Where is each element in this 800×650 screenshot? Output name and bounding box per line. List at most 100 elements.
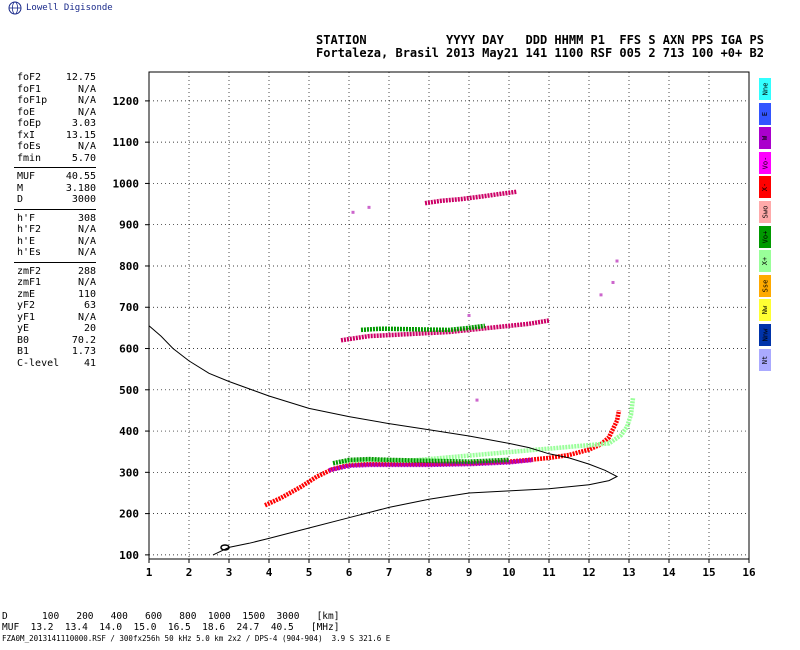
header-values: Fortaleza, Brasil 2013 May21 141 1100 RS… [316, 46, 764, 60]
y-tick-label: 1200 [113, 95, 140, 108]
polarization-legend: Nne E W Vo- X- Swo Vo+ X+ Sse Nw Nnw Nt [759, 78, 771, 373]
y-tick-label: 400 [119, 425, 139, 438]
param-label: fmin [17, 152, 42, 164]
param-value: 3.03 [71, 118, 96, 129]
param-row: h'F2 N/A [0, 224, 100, 236]
param-separator [14, 208, 96, 210]
param-label: B0 [17, 334, 30, 346]
echo-point [475, 398, 479, 402]
y-tick-label: 100 [119, 549, 139, 562]
legend-label: Vo- [761, 156, 769, 170]
echo-point [367, 205, 371, 209]
param-value: 20 [83, 323, 96, 334]
param-label: h'E [17, 235, 36, 247]
globe-logo-icon [8, 1, 22, 15]
x-tick-label: 7 [386, 566, 393, 579]
param-row: yF1 N/A [0, 312, 100, 324]
param-label: yE [17, 323, 30, 334]
param-label: C-level [17, 357, 60, 369]
param-label: yF2 [17, 300, 36, 311]
param-row: fxI 13.15 [0, 130, 100, 142]
param-row: foE N/A [0, 107, 100, 119]
param-label: zmF1 [17, 277, 42, 288]
x-tick-label: 10 [502, 566, 515, 579]
y-tick-label: 900 [119, 219, 139, 232]
echo-point [615, 259, 619, 263]
param-separator [14, 261, 96, 263]
legend-item: Nw [759, 299, 771, 322]
param-row: yF2 63 [0, 300, 100, 312]
echo-trace [360, 323, 486, 333]
echo-traces [264, 189, 636, 508]
y-tick-label: 1000 [113, 177, 140, 190]
legend-item: E [759, 102, 771, 125]
param-label: yF1 [17, 311, 36, 323]
param-label: D [17, 194, 24, 205]
x-tick-label: 12 [582, 566, 595, 579]
echo-point [611, 280, 615, 284]
y-tick-label: 200 [119, 508, 139, 521]
plot-frame [148, 71, 750, 560]
param-label: h'Es [17, 247, 42, 258]
param-row: h'F 308 [0, 213, 100, 225]
legend-item: Vo+ [759, 225, 771, 248]
param-value: 288 [77, 265, 96, 277]
echo-point [351, 210, 355, 214]
param-row: C-level 41 [0, 358, 100, 370]
param-value: N/A [77, 95, 96, 106]
param-value: 1.73 [71, 346, 96, 357]
param-value: N/A [77, 106, 96, 118]
legend-label: E [761, 111, 769, 116]
param-row: MUF 40.55 [0, 171, 100, 183]
param-label: zmF2 [17, 265, 42, 277]
param-value: 12.75 [65, 72, 96, 83]
param-row: foF1p N/A [0, 95, 100, 107]
param-row: B1 1.73 [0, 346, 100, 358]
y-tick-label: 600 [119, 343, 139, 356]
legend-item: Nt [759, 348, 771, 371]
param-row: foF1 N/A [0, 84, 100, 96]
param-label: B1 [17, 346, 30, 357]
legend-label: Swo [761, 205, 769, 219]
y-tick-label: 700 [119, 301, 139, 314]
legend-item: Swo [759, 200, 771, 223]
param-value: N/A [77, 235, 96, 247]
x-tick-label: 16 [742, 566, 756, 579]
param-value: 13.15 [65, 129, 96, 141]
param-value: 110 [77, 288, 96, 300]
param-label: foE [17, 106, 36, 118]
param-row: D 3000 [0, 194, 100, 206]
param-value: 5.70 [71, 152, 96, 164]
hollow-marker [220, 544, 230, 551]
param-label: foEs [17, 141, 42, 152]
legend-label: Vo+ [761, 230, 769, 243]
station-header: STATION YYYY DAY DDD HHMM P1 FFS S AXN P… [316, 34, 764, 60]
electron-density-profile [148, 325, 619, 556]
x-tick-label: 6 [346, 566, 353, 579]
param-value: N/A [77, 141, 96, 152]
param-label: h'F [17, 212, 36, 224]
param-row: foEp 3.03 [0, 118, 100, 130]
param-row: foEs N/A [0, 141, 100, 153]
param-row: h'E N/A [0, 236, 100, 248]
param-label: foF1p [17, 95, 48, 106]
legend-item: Vo- [759, 151, 771, 174]
ionospheric-parameters: foF2 12.75 foF1 N/A foF1p N/A foE N/A foEp 3.03 fx… [0, 72, 100, 369]
param-label: foF2 [17, 72, 42, 83]
param-label: h'F2 [17, 224, 42, 235]
y-tick-label: 300 [119, 466, 139, 479]
param-value: 63 [83, 300, 96, 311]
legend-item: W [759, 127, 771, 150]
param-value: 3000 [71, 194, 96, 205]
x-tick-label: 2 [186, 566, 193, 579]
param-value: 40.55 [65, 171, 96, 182]
param-label: foEp [17, 118, 42, 129]
profile-line [148, 325, 619, 556]
y-tick-label: 800 [119, 260, 139, 273]
param-row: M 3.180 [0, 183, 100, 195]
param-label: foF1 [17, 83, 42, 95]
param-row: zmF2 288 [0, 266, 100, 278]
x-tick-label: 1 [146, 566, 153, 579]
param-value: 41 [83, 357, 96, 369]
